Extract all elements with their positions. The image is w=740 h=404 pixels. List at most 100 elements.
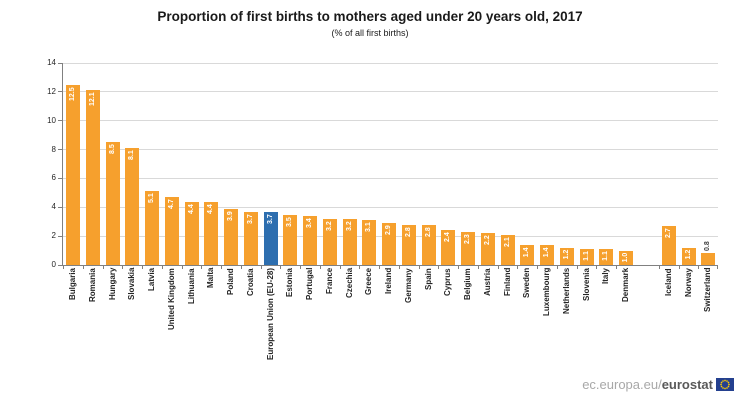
x-axis-tick-5 [161,265,163,269]
gridline-10 [63,120,718,122]
bar-value-label-slovakia: 8.1 [128,150,136,160]
bar-germany [401,224,416,265]
y-axis-tick-6 [58,177,62,179]
x-axis-label-luxembourg: Luxembourg [542,268,551,317]
x-axis-label-european-union-eu-28: European Union (EU-28) [265,268,275,361]
chart-subtitle: (% of all first births) [331,28,409,38]
bar-croatia [243,211,258,265]
x-axis-tick-21 [477,265,479,269]
x-axis-tick-10 [260,265,262,269]
bar-sweden [520,244,535,265]
bar-value-label-hungary: 8.5 [108,144,116,155]
x-axis-label-romania: Romania [87,268,97,302]
bar-value-label-malta: 4.4 [207,203,215,214]
bar-value-label-greece: 3.1 [365,222,373,232]
bar-value-label-netherlands: 1.2 [562,249,570,260]
bar-ireland [382,223,396,265]
bar-value-label-lithuania: 4.4 [187,203,195,214]
x-axis-label-latvia: Latvia [147,268,156,292]
x-axis-tick-12 [300,265,302,269]
chart-title: Proportion of first births to mothers ag… [157,9,583,24]
bar-value-label-portugal: 3.4 [306,217,313,228]
bar-value-label-italy: 1.1 [602,251,610,261]
y-axis-tick-4 [58,206,62,208]
x-axis-label-switzerland: Switzerland [703,268,713,313]
y-axis-tick-10 [58,120,62,122]
bar-value-label-latvia: 5.1 [148,193,155,204]
bar-bulgaria [66,84,80,265]
bar-value-label-germany: 2.8 [404,226,412,237]
footer-url-prefix: ec.europa.eu/ [582,377,662,392]
x-axis-tick-14 [339,265,341,269]
x-axis-tick-28 [616,265,618,269]
eu-flag-icon [716,378,734,391]
x-axis-tick-27 [596,265,598,269]
y-axis-label-2: 2 [51,231,56,241]
x-axis-label-estonia: Estonia [285,268,295,297]
x-axis-tick-25 [556,265,558,269]
x-axis-tick-15 [359,265,361,269]
x-axis-label-iceland: Iceland [663,268,673,296]
bar-estonia [283,214,298,265]
x-axis-label-greece: Greece [364,268,374,296]
x-axis-label-denmark: Denmark [621,268,630,303]
bar-value-label-croatia: 3.7 [246,213,254,224]
bar-value-label-european-union-eu-28: 3.7 [266,213,274,224]
y-axis-label-0: 0 [51,260,56,269]
bar-lithuania [184,201,199,265]
bar-value-label-united-kingdom: 4.7 [167,199,175,209]
bar-value-label-slovenia: 1.1 [582,251,590,261]
bar-value-label-sweden: 1.4 [523,246,531,257]
y-axis-tick-14 [58,62,62,64]
bar-romania [85,90,100,265]
bar-value-label-luxembourg: 1.4 [543,246,550,257]
bar-value-label-czechia: 3.2 [345,220,353,231]
bar-value-label-france: 3.2 [325,220,333,231]
x-axis-label-bulgaria: Bulgaria [68,268,77,301]
gridline-4 [63,206,718,208]
bar-value-label-romania: 12.1 [88,92,96,107]
bar-value-label-finland: 2.1 [503,236,511,247]
x-axis-tick-3 [122,265,124,269]
y-axis-tick-8 [58,149,62,151]
x-axis-label-slovenia: Slovenia [581,268,591,301]
y-axis-label-8: 8 [51,144,56,154]
bar-austria [480,233,495,265]
x-axis-tick-23 [517,265,519,269]
bar-united-kingdom [164,197,179,265]
bar-value-label-iceland: 2.7 [664,228,672,238]
bar-value-label-austria: 2.2 [483,235,491,245]
x-axis-label-cyprus: Cyprus [443,268,453,296]
bar-iceland [661,226,676,265]
bar-netherlands [559,247,574,265]
bar-value-label-estonia: 3.5 [286,216,294,227]
bar-european-union-eu-28 [263,211,278,265]
bar-value-label-denmark: 1.0 [622,252,629,263]
x-axis-tick-26 [576,265,578,269]
x-axis-label-spain: Spain [423,268,433,290]
bar-belgium [461,231,475,265]
x-axis-label-czechia: Czechia [344,268,354,299]
footer-url-bold: eurostat [661,377,713,392]
x-axis-tick-4 [142,265,144,269]
bar-norway [681,247,696,265]
x-axis-label-croatia: Croatia [245,268,255,296]
x-axis-tick-18 [418,265,420,269]
y-axis-label-10: 10 [47,115,56,125]
x-axis-label-malta: Malta [206,268,216,289]
x-axis-tick-2 [102,265,104,269]
bar-greece [362,220,377,265]
x-axis-tick-8 [221,265,223,269]
x-axis-tick-20 [458,265,460,269]
bar-switzerland [701,253,716,265]
bar-slovakia [125,148,140,265]
x-axis-tick-end [717,265,718,269]
x-axis-tick-13 [319,265,321,269]
x-axis-label-norway: Norway [683,268,693,297]
y-axis-tick-0 [58,264,62,266]
x-axis-tick-1 [82,265,84,269]
bar-spain [421,224,436,265]
x-axis-tick-16 [379,265,381,269]
x-axis-label-austria: Austria [482,268,492,296]
bar-value-label-switzerland: 0.8 [704,241,712,252]
